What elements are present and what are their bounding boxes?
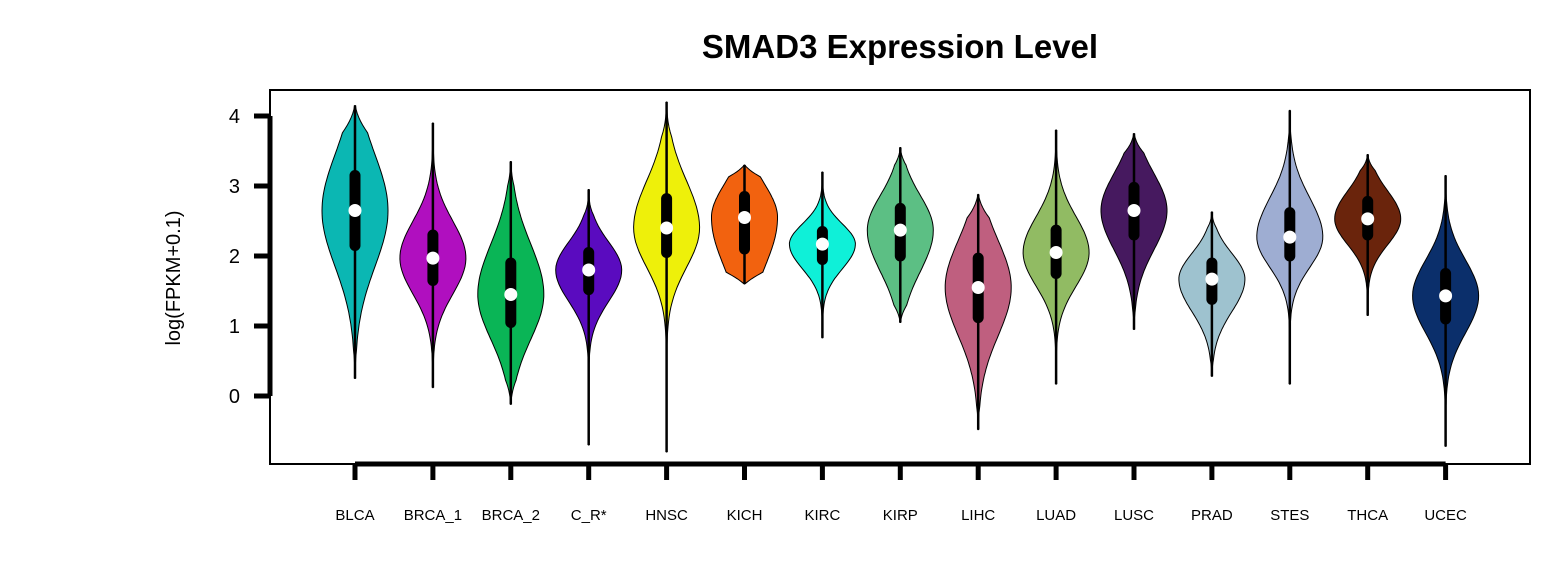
- violin-thca: [1334, 154, 1402, 316]
- chart-title: SMAD3 Expression Level: [702, 28, 1098, 65]
- x-tick-label: PRAD: [1191, 507, 1233, 524]
- violin-luad: [1022, 129, 1090, 385]
- violin-lusc: [1100, 133, 1168, 330]
- x-tick-label: KIRC: [804, 507, 840, 524]
- violin-median-point: [1205, 272, 1219, 286]
- violin-median-point: [660, 221, 674, 235]
- violin-median-point: [1361, 212, 1375, 226]
- violin-kirc: [788, 171, 856, 339]
- violin-brca-1: [399, 122, 467, 389]
- violin-stes: [1256, 109, 1324, 385]
- violin-median-point: [1127, 204, 1141, 217]
- y-axis: 0 1 2 3 4: [229, 106, 273, 408]
- x-tick-label: C_R*: [571, 507, 607, 524]
- x-tick-label: LIHC: [961, 507, 995, 524]
- x-tick-label: HNSC: [645, 507, 688, 524]
- y-tick-label: 0: [229, 386, 240, 408]
- violin-median-point: [426, 251, 440, 265]
- y-tick-label: 1: [229, 316, 240, 338]
- violin-kich: [711, 164, 778, 285]
- violin-median-point: [893, 223, 907, 237]
- y-axis-label: log(FPKM+0.1): [163, 210, 185, 345]
- y-tick-label: 3: [229, 176, 240, 198]
- violin-median-point: [348, 204, 362, 217]
- x-axis: BLCA BRCA_1 BRCA_2 C_R* HNSC KICH KIRC KIRP LIHC…: [335, 461, 1467, 524]
- x-tick-label: BRCA_1: [404, 507, 462, 524]
- violin-median-point: [1439, 289, 1453, 303]
- x-tick-label: STES: [1270, 507, 1309, 524]
- violin-ucec: [1412, 175, 1480, 447]
- x-tick-label: KICH: [727, 507, 763, 524]
- violin-brca-2: [477, 161, 545, 405]
- x-tick-label: KIRP: [883, 507, 918, 524]
- x-tick-label: BLCA: [335, 507, 374, 524]
- violin-kirp: [866, 147, 934, 323]
- x-tick-label: UCEC: [1424, 507, 1467, 524]
- violin-prad: [1178, 211, 1246, 377]
- x-tick-label: THCA: [1347, 507, 1388, 524]
- violin-lihc: [944, 193, 1012, 431]
- violin-median-point: [504, 288, 518, 301]
- x-tick-label: BRCA_2: [482, 507, 540, 524]
- violin-median-point: [1283, 230, 1297, 244]
- violin-median-point: [582, 263, 596, 277]
- violin-hnsc: [633, 101, 701, 453]
- y-tick-label: 4: [229, 106, 240, 128]
- violin-c-r-: [555, 189, 623, 446]
- violin-median-point: [815, 237, 829, 251]
- x-tick-label: LUSC: [1114, 507, 1154, 524]
- y-tick-label: 2: [229, 246, 240, 268]
- x-tick-label: LUAD: [1036, 507, 1076, 524]
- violins: [321, 101, 1480, 453]
- violin-median-point: [971, 281, 985, 294]
- violin-median-point: [738, 211, 751, 224]
- violin-median-point: [1049, 246, 1063, 259]
- violin-blca: [321, 105, 389, 379]
